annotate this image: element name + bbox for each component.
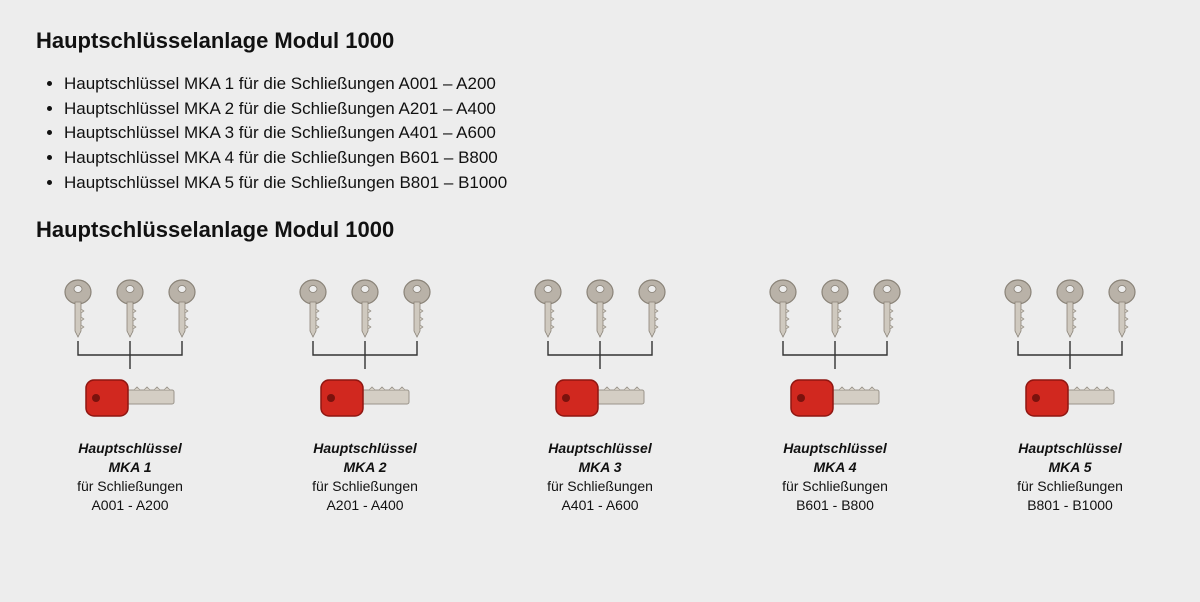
silver-key-icon — [165, 279, 199, 341]
silver-key-icon — [531, 279, 565, 341]
caption-line: für Schließungen — [782, 477, 888, 496]
silver-key-icon — [870, 279, 904, 341]
master-key-icon — [1022, 376, 1118, 425]
caption-line: Hauptschlüssel — [547, 439, 653, 458]
silver-key-icon — [296, 279, 330, 341]
silver-key-icon — [1105, 279, 1139, 341]
key-group: Hauptschlüssel MKA 3 für Schließungen A4… — [510, 279, 690, 515]
caption-line: B801 - B1000 — [1017, 496, 1123, 515]
caption-line: MKA 2 — [312, 458, 418, 477]
caption-line: A201 - A400 — [312, 496, 418, 515]
silver-key-icon — [113, 279, 147, 341]
caption-line: für Schließungen — [1017, 477, 1123, 496]
key-groups-row: Hauptschlüssel MKA 1 für Schließungen A0… — [36, 279, 1164, 515]
list-item: Hauptschlüssel MKA 5 für die Schließunge… — [64, 171, 1164, 196]
caption-line: Hauptschlüssel — [782, 439, 888, 458]
list-item: Hauptschlüssel MKA 2 für die Schließunge… — [64, 97, 1164, 122]
caption-line: für Schließungen — [77, 477, 183, 496]
caption-line: MKA 3 — [547, 458, 653, 477]
silver-key-icon — [583, 279, 617, 341]
caption-line: MKA 1 — [77, 458, 183, 477]
caption-line: Hauptschlüssel — [1017, 439, 1123, 458]
bullet-list: Hauptschlüssel MKA 1 für die Schließunge… — [48, 72, 1164, 195]
list-item: Hauptschlüssel MKA 1 für die Schließunge… — [64, 72, 1164, 97]
silver-key-icon — [1053, 279, 1087, 341]
key-caption: Hauptschlüssel MKA 3 für Schließungen A4… — [547, 439, 653, 515]
caption-line: MKA 4 — [782, 458, 888, 477]
silver-key-icon — [635, 279, 669, 341]
silver-keys — [1001, 279, 1139, 341]
caption-line: Hauptschlüssel — [77, 439, 183, 458]
page-title-1: Hauptschlüsselanlage Modul 1000 — [36, 28, 1164, 54]
key-group: Hauptschlüssel MKA 4 für Schließungen B6… — [745, 279, 925, 515]
master-key-icon — [552, 376, 648, 425]
caption-line: B601 - B800 — [782, 496, 888, 515]
master-key-icon — [82, 376, 178, 425]
silver-key-icon — [818, 279, 852, 341]
silver-key-icon — [61, 279, 95, 341]
key-caption: Hauptschlüssel MKA 1 für Schließungen A0… — [77, 439, 183, 515]
key-group: Hauptschlüssel MKA 5 für Schließungen B8… — [980, 279, 1160, 515]
key-caption: Hauptschlüssel MKA 4 für Schließungen B6… — [782, 439, 888, 515]
caption-line: Hauptschlüssel — [312, 439, 418, 458]
connector-icon — [765, 341, 905, 374]
silver-keys — [296, 279, 434, 341]
silver-keys — [531, 279, 669, 341]
key-group: Hauptschlüssel MKA 2 für Schließungen A2… — [275, 279, 455, 515]
connector-icon — [295, 341, 435, 374]
silver-key-icon — [1001, 279, 1035, 341]
silver-keys — [766, 279, 904, 341]
connector-icon — [530, 341, 670, 374]
list-item: Hauptschlüssel MKA 4 für die Schließunge… — [64, 146, 1164, 171]
key-caption: Hauptschlüssel MKA 2 für Schließungen A2… — [312, 439, 418, 515]
silver-key-icon — [348, 279, 382, 341]
connector-icon — [60, 341, 200, 374]
master-key-icon — [787, 376, 883, 425]
silver-key-icon — [766, 279, 800, 341]
caption-line: A001 - A200 — [77, 496, 183, 515]
master-key-icon — [317, 376, 413, 425]
caption-line: für Schließungen — [312, 477, 418, 496]
caption-line: A401 - A600 — [547, 496, 653, 515]
key-caption: Hauptschlüssel MKA 5 für Schließungen B8… — [1017, 439, 1123, 515]
silver-key-icon — [400, 279, 434, 341]
caption-line: MKA 5 — [1017, 458, 1123, 477]
silver-keys — [61, 279, 199, 341]
caption-line: für Schließungen — [547, 477, 653, 496]
page-title-2: Hauptschlüsselanlage Modul 1000 — [36, 217, 1164, 243]
connector-icon — [1000, 341, 1140, 374]
list-item: Hauptschlüssel MKA 3 für die Schließunge… — [64, 121, 1164, 146]
key-group: Hauptschlüssel MKA 1 für Schließungen A0… — [40, 279, 220, 515]
